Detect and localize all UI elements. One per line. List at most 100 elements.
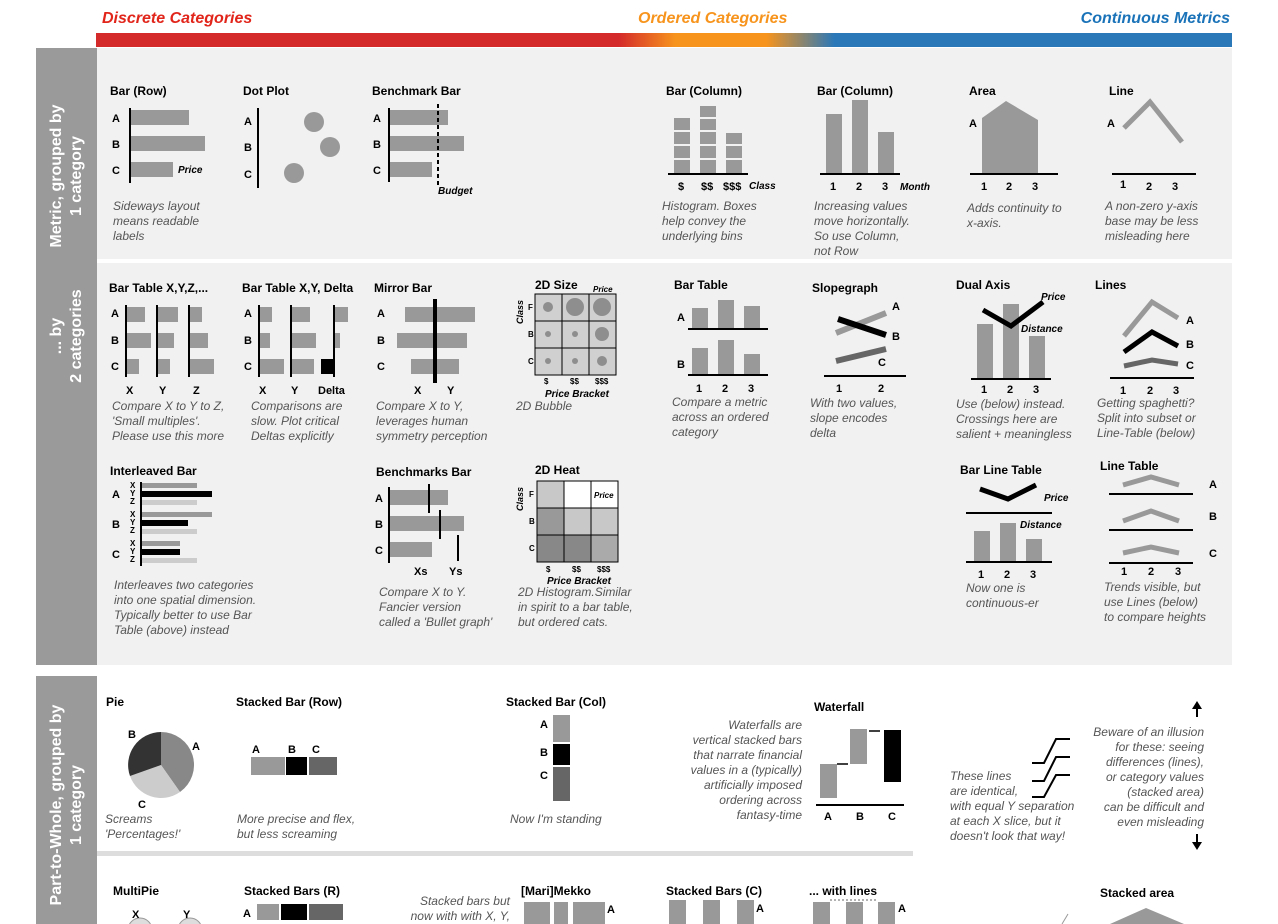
svg-text:X: X bbox=[130, 481, 136, 490]
label-a: A bbox=[243, 908, 251, 920]
label-c: C bbox=[138, 799, 146, 811]
label-a: A bbox=[252, 744, 260, 756]
label-3: 3 bbox=[1175, 566, 1181, 578]
stacked-area-icon bbox=[1061, 908, 1184, 924]
label-b: B bbox=[529, 517, 535, 526]
cell-note: Now I'm standing bbox=[510, 812, 602, 826]
svg-text:Z: Z bbox=[130, 497, 135, 506]
label-delta: Delta bbox=[318, 385, 346, 397]
label-b: B bbox=[892, 331, 900, 343]
stacked-bars-r-icon: A bbox=[243, 904, 343, 920]
label-distance: Distance bbox=[1021, 324, 1063, 335]
label-c: C bbox=[312, 744, 320, 756]
label-b: B bbox=[112, 139, 120, 151]
label-x: X bbox=[126, 385, 134, 397]
stacked-bar-col-icon: A B C bbox=[540, 715, 570, 801]
waterfall-icon: A B C bbox=[816, 729, 904, 823]
cell-with-lines: ... with lines A bbox=[808, 882, 918, 924]
cell-title: Benchmarks Bar bbox=[376, 465, 472, 479]
line-table-icon: A B C 1 2 3 bbox=[1109, 474, 1217, 578]
cell-title: Bar (Row) bbox=[110, 84, 167, 98]
label-distance: Distance bbox=[1020, 520, 1062, 531]
label-a: A bbox=[898, 903, 906, 915]
label-b: B bbox=[677, 359, 685, 371]
label-price-bracket: Price Bracket bbox=[545, 389, 610, 400]
dot-plot-icon: A B C bbox=[244, 108, 340, 188]
cell-dual-axis: Dual Axis Price Distance 1 2 3 Use (belo… bbox=[955, 276, 1085, 446]
label-3: 3 bbox=[1032, 181, 1038, 193]
svg-text:X: X bbox=[130, 539, 136, 548]
label-class: Class bbox=[749, 181, 776, 192]
cell-title: Bar Table bbox=[674, 278, 728, 292]
side-band-part-to-whole bbox=[36, 676, 97, 924]
label-b: B bbox=[111, 335, 119, 347]
cell-mirror-bar: Mirror Bar A B C X Y Compare X to Y, lev… bbox=[374, 279, 504, 449]
cell-note: Adds continuity to x-axis. bbox=[967, 201, 1062, 230]
label-1: 1 bbox=[1120, 179, 1126, 191]
vertical-arrow-icon bbox=[1192, 701, 1202, 850]
stacked-bars-c-icon: A bbox=[669, 900, 764, 924]
cell-line: Line A 1 2 3 A non-zero y-axis base may … bbox=[1104, 82, 1229, 252]
label-1: 1 bbox=[696, 383, 702, 395]
cell-title: 2D Size bbox=[535, 278, 578, 292]
label-2: 2 bbox=[1004, 569, 1010, 581]
label-$: $ bbox=[546, 565, 551, 574]
cell-marimekko: [Mari]Mekko A bbox=[520, 882, 630, 924]
cell-note: Increasing values move horizontally. So … bbox=[814, 199, 910, 258]
cell-note: Sideways layout means readable labels bbox=[113, 199, 200, 243]
label-3: 3 bbox=[1172, 181, 1178, 193]
label-2: 2 bbox=[856, 181, 862, 193]
label-2: 2 bbox=[1007, 384, 1013, 396]
cell-title: Stacked Bars (C) bbox=[666, 884, 763, 898]
cell-bar-table: Bar Table A B 1 2 3 Compare a metric acr… bbox=[672, 276, 802, 446]
cell-stacked-area: Stacked area bbox=[1060, 884, 1230, 924]
label-c: C bbox=[528, 357, 534, 366]
label-price: Price bbox=[594, 491, 614, 500]
dual-axis-icon: Price Distance 1 2 3 bbox=[971, 292, 1066, 396]
pie-icon: A B C bbox=[128, 729, 200, 811]
row-label-metric-1-category: Metric, grouped by 1 category bbox=[48, 104, 85, 248]
cell-lines: Lines A B C 1 2 3 Getting spaghetti? Spl… bbox=[1094, 276, 1229, 446]
cell-stacked-bar-col: Stacked Bar (Col) A B C Now I'm standing bbox=[505, 693, 635, 843]
label-1: 1 bbox=[836, 383, 842, 395]
header-continuous-metrics: Continuous Metrics bbox=[1080, 10, 1230, 27]
benchmark-bar-icon: A B C Budget bbox=[373, 104, 473, 197]
label-c: C bbox=[373, 165, 381, 177]
bubble-grid-icon: Price Class F B C $ $$ $$$ Price Bracket bbox=[515, 285, 617, 400]
label-3: 3 bbox=[748, 383, 754, 395]
label-b: B bbox=[244, 335, 252, 347]
label-c: C bbox=[244, 361, 252, 373]
cell-bar-line-table: Bar Line Table Price Distance 1 2 3 Now … bbox=[958, 461, 1093, 631]
bar-table-xyz-icon: A B C X Y Z bbox=[111, 305, 214, 397]
cell-stacked-bars-r: Stacked Bars (R) A bbox=[243, 882, 373, 924]
svg-text:Z: Z bbox=[130, 526, 135, 535]
header-discrete-categories: Discrete Categories bbox=[102, 10, 253, 27]
interleaved-bar-icon: A B C XYZ XYZ XYZ bbox=[112, 481, 212, 566]
label-xs: Xs bbox=[414, 566, 427, 578]
cell-title: Mirror Bar bbox=[374, 281, 433, 295]
cell-title: 2D Heat bbox=[535, 463, 580, 477]
label-price: Price bbox=[1044, 493, 1069, 504]
label-f: F bbox=[529, 490, 534, 499]
stacked-bar-row-icon: A B C bbox=[251, 744, 337, 775]
label-3: 3 bbox=[1030, 569, 1036, 581]
bar-line-table-icon: Price Distance 1 2 3 bbox=[966, 482, 1069, 581]
label-a: A bbox=[1186, 315, 1194, 327]
label-a: A bbox=[244, 308, 252, 320]
label-a: A bbox=[377, 308, 385, 320]
row-label-part-to-whole: Part-to-Whole, grouped by 1 category bbox=[48, 704, 85, 906]
label-1: 1 bbox=[1121, 566, 1127, 578]
cell-note: Screams 'Percentages!' bbox=[105, 812, 181, 841]
svg-text:Y: Y bbox=[130, 489, 136, 498]
cell-title: ... with lines bbox=[809, 884, 878, 898]
cell-title: [Mari]Mekko bbox=[521, 884, 592, 898]
label-1: 1 bbox=[981, 181, 987, 193]
label-c: C bbox=[244, 169, 252, 181]
label-c: C bbox=[529, 544, 535, 553]
label-f: F bbox=[528, 303, 533, 312]
label-2: 2 bbox=[1006, 181, 1012, 193]
label-c: C bbox=[377, 361, 385, 373]
cell-title: Waterfall bbox=[814, 700, 865, 714]
benchmarks-bar-icon: A B C Xs Ys bbox=[375, 484, 464, 578]
label-price: Price bbox=[1041, 292, 1066, 303]
